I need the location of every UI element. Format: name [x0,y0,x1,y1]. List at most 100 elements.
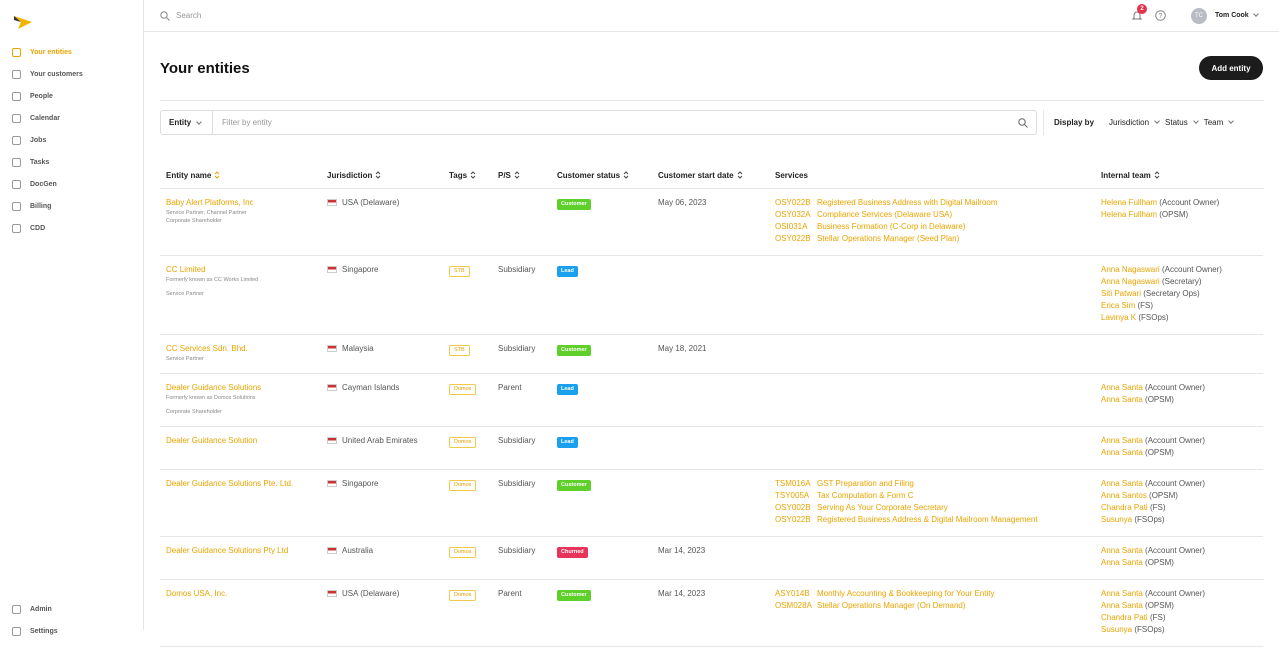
service-code: OSY002B [775,502,811,512]
nav-item[interactable]: Billing [12,199,51,213]
user-name[interactable]: Tom Cook [1215,12,1249,19]
search-input[interactable]: Search [176,11,202,20]
filter-input[interactable]: Filter by entity [222,118,272,127]
entity-select[interactable]: Entity [161,111,213,134]
jurisdiction: Singapore [342,478,379,488]
ps-cell: Subsidiary [492,255,551,335]
chevron [196,118,203,125]
nav-item[interactable]: Your entities [12,45,72,59]
avatar[interactable]: TC [1191,8,1207,24]
entity-name[interactable]: Dealer Guidance Solutions [166,382,262,392]
service[interactable]: OSY022B Stellar Operations Manager (Seed … [775,233,1089,245]
nav-item[interactable]: Settings [12,624,58,638]
nav-item[interactable]: Your customers [12,67,83,81]
nav-item[interactable]: CDD [12,221,45,235]
nav-item[interactable]: DocGen [12,177,57,191]
member-name[interactable]: Chandra Pati [1101,612,1148,622]
member-name[interactable]: Anna Santa [1101,447,1143,457]
service[interactable]: OSY002B Serving As Your Corporate Secreta… [775,502,1089,514]
entity-name[interactable]: Baby Alert Platforms, Inc [166,197,254,207]
service-code: TSY005A [775,490,810,500]
flag [327,546,337,554]
display-option[interactable]: Jurisdiction [1109,118,1165,127]
services-cell [769,373,1095,427]
nav-item[interactable]: Jobs [12,133,46,147]
team-cell: Anna Santa (Account Owner) Anna Santa (OP… [1095,373,1263,427]
team-member: Anna Santa (OPSM) [1101,557,1257,569]
service[interactable]: OSY022B Registered Business Address with … [775,197,1089,209]
service-name: Registered Business Address with Digital… [817,197,998,207]
column-header[interactable]: P/S [492,164,551,189]
service[interactable]: OSY022B Registered Business Address & Dig… [775,514,1089,526]
nav-item[interactable]: Calendar [12,111,60,125]
help-icon[interactable]: ? [1155,10,1166,21]
member-name[interactable]: Helena Fullham [1101,197,1158,207]
member-name[interactable]: Susunya [1101,514,1133,524]
member-name[interactable]: Anna Santa [1101,435,1143,445]
sort-icon[interactable] [511,171,523,179]
member-name[interactable]: Siti Patwari [1101,288,1142,298]
sort-icon[interactable] [620,171,632,179]
service-name: Tax Computation & Form C [817,490,914,500]
entity-cell: Dealer Guidance Solution [160,426,321,470]
status-badge: Customer [557,344,591,356]
column-header[interactable]: Internal team [1095,164,1263,189]
add-entity-button[interactable]: Add entity [1199,56,1263,80]
sort-icon[interactable] [467,171,479,179]
member-role: (Account Owner) [1145,382,1206,392]
entity-name[interactable]: Dealer Guidance Solution [166,435,258,445]
service[interactable]: OSY032A Compliance Services (Delaware USA… [775,209,1089,221]
member-name[interactable]: Anna Santos [1101,490,1147,500]
member-role: (OPSM) [1149,490,1178,500]
entity-note: Service Partner [166,355,204,362]
sort-icon[interactable] [734,171,746,179]
member-name[interactable]: Anna Nagaswari [1101,264,1160,274]
service-code: OSY022B [775,197,811,207]
status-badge: Customer [557,479,591,491]
nav-item[interactable]: People [12,89,53,103]
nav-item[interactable]: Admin [12,602,52,616]
member-name[interactable]: Anna Santa [1101,557,1143,567]
entity-name[interactable]: CC Limited [166,264,206,274]
entity-name[interactable]: Domos USA, Inc. [166,588,228,598]
entity-name[interactable]: Dealer Guidance Solutions Pty Ltd [166,545,289,555]
member-name[interactable]: Chandra Pati [1101,502,1148,512]
member-name[interactable]: Anna Santa [1101,394,1143,404]
member-name[interactable]: Anna Santa [1101,478,1143,488]
column-header[interactable]: Customer start date [652,164,769,189]
member-name[interactable]: Helena Fullham [1101,209,1158,219]
column-header[interactable]: Tags [443,164,492,189]
jurisdiction-cell: USA (Delaware) [321,579,443,647]
member-name[interactable]: Erica Sim [1101,300,1136,310]
nav-item[interactable]: Tasks [12,155,49,169]
member-name[interactable]: Anna Santa [1101,600,1143,610]
member-name[interactable]: Lavinya K [1101,312,1137,322]
column-header[interactable]: Customer status [551,164,652,189]
tag-cell: Domos [443,579,492,647]
column-header[interactable]: Entity name [160,164,321,189]
page-title: Your entities [160,60,250,77]
service[interactable]: OSM028A Stellar Operations Manager (On De… [775,600,1089,612]
display-option[interactable]: Status [1165,118,1204,127]
display-option[interactable]: Team [1204,118,1240,127]
member-name[interactable]: Anna Santa [1101,545,1143,555]
column-header[interactable]: Jurisdiction [321,164,443,189]
sort-icon[interactable] [372,171,384,179]
sort-icon[interactable] [211,171,223,179]
services-cell [769,255,1095,335]
team-member: Susunya (FSOps) [1101,624,1257,636]
entity-row: Baby Alert Platforms, Inc Service Partner… [160,188,1263,256]
ps: Subsidiary [498,343,536,353]
entity-name[interactable]: Dealer Guidance Solutions Pte. Ltd. [166,478,294,488]
entity-name[interactable]: CC Services Sdn. Bhd. [166,343,248,353]
service[interactable]: ASY014B Monthly Accounting & Bookkeeping … [775,588,1089,600]
status-cell: Lead [551,373,652,427]
member-name[interactable]: Anna Nagaswari [1101,276,1160,286]
service[interactable]: TSM016A GST Preparation and Filing [775,478,1089,490]
member-name[interactable]: Anna Santa [1101,382,1143,392]
sort-icon[interactable] [1151,171,1163,179]
service[interactable]: OSI031A Business Formation (C-Corp in Del… [775,221,1089,233]
member-name[interactable]: Susunya [1101,624,1133,634]
member-name[interactable]: Anna Santa [1101,588,1143,598]
service[interactable]: TSY005A Tax Computation & Form C [775,490,1089,502]
